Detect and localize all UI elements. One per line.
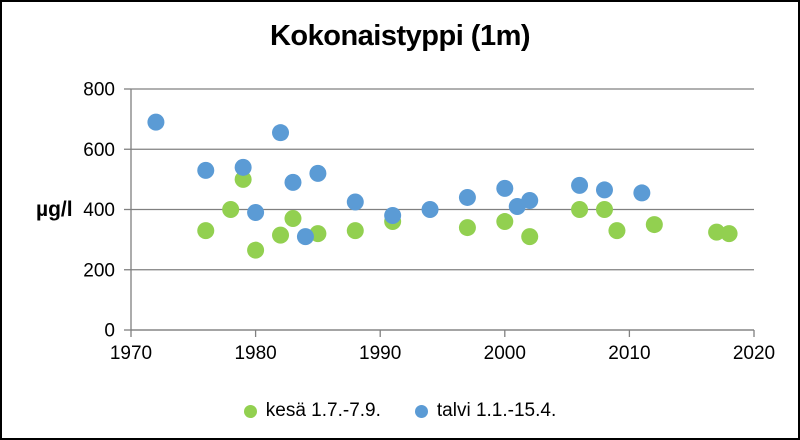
- y-axis-label: µg/l: [36, 198, 73, 221]
- legend-item-talvi: talvi 1.1.-15.4.: [414, 400, 557, 422]
- kesa-data-point: [346, 222, 364, 240]
- talvi-data-point: [197, 161, 215, 179]
- talvi-data-point: [247, 204, 265, 222]
- kesa-data-point: [496, 213, 514, 231]
- x-tick-label: 2010: [608, 343, 650, 364]
- kesa-data-point: [608, 222, 626, 240]
- y-tick-label: 400: [83, 200, 115, 221]
- kesa-data-point: [521, 228, 539, 246]
- kesa-data-point: [708, 223, 726, 241]
- legend: kesä 1.7.-7.9. talvi 1.1.-15.4.: [2, 400, 798, 422]
- x-tick-label: 2000: [484, 343, 526, 364]
- talvi-data-point: [296, 228, 314, 246]
- legend-label-kesa: kesä 1.7.-7.9.: [265, 400, 381, 421]
- talvi-data-point: [309, 164, 327, 182]
- talvi-data-point: [521, 191, 539, 209]
- talvi-data-point: [384, 207, 402, 225]
- talvi-data-point: [571, 176, 589, 194]
- talvi-data-point: [458, 188, 476, 206]
- kesa-data-point: [458, 219, 476, 237]
- x-tick-label: 1990: [359, 343, 401, 364]
- talvi-data-point: [234, 158, 252, 176]
- kesa-data-point: [720, 225, 738, 243]
- x-tick-label: 1980: [234, 343, 276, 364]
- kesa-data-point: [222, 201, 240, 218]
- y-tick-label: 800: [83, 80, 115, 101]
- x-tick-label: 1970: [110, 343, 152, 364]
- talvi-series-marker-icon: [414, 404, 428, 418]
- talvi-data-point: [147, 113, 165, 131]
- y-tick-label: 200: [83, 260, 115, 281]
- talvi-data-point: [421, 201, 439, 218]
- y-tick-label: 0: [104, 321, 115, 342]
- kesa-data-point: [197, 222, 215, 240]
- chart-title: Kokonaistyppi (1m): [269, 20, 531, 52]
- kesa-data-point: [247, 241, 265, 259]
- kesa-data-point: [234, 170, 252, 188]
- legend-item-kesa: kesä 1.7.-7.9.: [243, 400, 381, 422]
- talvi-data-point: [346, 193, 364, 211]
- talvi-data-point: [272, 124, 290, 142]
- x-tick-label: 2020: [733, 343, 775, 364]
- kesa-data-point: [272, 226, 290, 244]
- talvi-data-point: [284, 173, 302, 191]
- talvi-data-point: [496, 179, 514, 197]
- talvi-data-point: [595, 181, 613, 199]
- kesa-data-point: [284, 210, 302, 228]
- kesa-series-marker-icon: [243, 404, 257, 418]
- legend-label-talvi: talvi 1.1.-15.4.: [436, 400, 557, 421]
- kesa-data-point: [595, 201, 613, 218]
- y-tick-label: 600: [83, 140, 115, 161]
- kesa-data-point: [645, 216, 663, 234]
- talvi-data-point: [633, 184, 651, 202]
- kesa-data-point: [571, 201, 589, 218]
